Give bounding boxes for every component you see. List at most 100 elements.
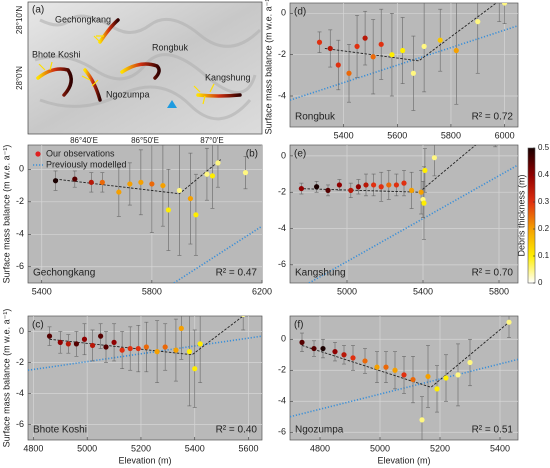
observation-point: [327, 45, 333, 52]
observation-point: [143, 344, 149, 350]
observation-point: [431, 155, 437, 161]
modelled-line: [290, 24, 518, 101]
y-tick-label: -2: [278, 49, 286, 59]
y-tick-label: -6: [16, 419, 24, 429]
colorbar-tick-label: 0.1: [538, 251, 550, 260]
x-tick-label: 5400: [185, 443, 205, 453]
x-tick-label: 5400: [490, 443, 510, 453]
observation-point: [346, 70, 352, 76]
observation-point: [355, 184, 361, 190]
observation-point: [348, 187, 354, 193]
observation-point: [72, 176, 78, 182]
x-tick-label: 4800: [310, 443, 330, 453]
observation-point: [362, 35, 368, 41]
observation-point: [311, 345, 317, 352]
observation-point: [386, 182, 392, 188]
observation-point: [127, 345, 133, 352]
observation-point: [165, 207, 171, 213]
y-tick-label: -6: [278, 259, 286, 269]
glacier-name: Bhote Koshi: [33, 425, 87, 436]
observation-point: [57, 339, 63, 345]
observation-point: [409, 187, 415, 193]
observation-point: [341, 352, 347, 358]
glacier-name: Gechongkang: [33, 268, 95, 279]
observation-point: [88, 179, 94, 185]
observation-point: [393, 182, 399, 188]
observation-point: [410, 70, 416, 76]
observation-point: [410, 376, 416, 383]
observation-point: [421, 43, 427, 50]
observation-point: [425, 373, 431, 380]
y-axis-label: Surface mass balance (m w.e. a⁻¹): [263, 0, 273, 134]
glacier-tributaries: [38, 35, 215, 105]
fit-line: [299, 145, 477, 193]
observation-point: [320, 345, 326, 352]
modelled-line: [173, 225, 262, 283]
y-tick-label: -6: [16, 261, 24, 271]
y-axis-label: Surface mass balance (m w.e. a⁻¹): [1, 145, 11, 284]
observation-point: [453, 47, 459, 54]
colorbar-tick-label: 0.3: [538, 197, 550, 206]
y-tick-label: 0: [19, 164, 24, 174]
plot-content: [28, 316, 262, 440]
panel-letter: (d): [294, 7, 306, 18]
panel-letter: (a): [32, 5, 44, 16]
observation-point: [336, 182, 342, 188]
plot-area: [27, 315, 263, 441]
x-tick-label: 5200: [131, 443, 151, 453]
observation-point: [149, 181, 155, 187]
observation-point: [81, 336, 88, 342]
observation-point: [103, 344, 109, 350]
y-axis-label: Surface mass balance (m w.e. a⁻¹): [1, 309, 11, 448]
observation-point: [241, 316, 246, 318]
legend-label: Previously modelled: [46, 159, 127, 169]
fit-line: [301, 321, 510, 388]
y-tick-label: -4: [278, 223, 286, 233]
observation-point: [419, 417, 425, 423]
y-tick-label: -2: [16, 196, 24, 206]
observation-point: [160, 182, 166, 189]
x-tick-label: 5800: [441, 130, 461, 140]
panel-letter: (f): [294, 320, 303, 331]
plot-content: [290, 3, 518, 127]
observation-point: [378, 184, 384, 190]
observation-point: [119, 347, 125, 353]
fit-line: [49, 316, 244, 356]
observation-point: [467, 359, 473, 366]
observation-point: [111, 339, 117, 345]
x-tick-label: 5000: [337, 286, 357, 296]
map-panel: (a) Gechongkang Bhote Koshi Rongbuk Ngoz…: [15, 1, 263, 145]
lon-tick-label: 86°40'E: [70, 136, 98, 145]
y-tick-label: 0: [19, 326, 24, 336]
observation-point: [437, 37, 443, 43]
observation-point: [215, 160, 221, 166]
plot-content: [28, 145, 262, 283]
x-tick-label: 5000: [77, 443, 97, 453]
x-tick-label: 6200: [252, 286, 272, 296]
observation-point: [335, 62, 341, 68]
observation-point: [173, 347, 179, 353]
lat-tick-label: 28°0'N: [15, 66, 24, 90]
observation-point: [455, 372, 461, 378]
observation-point: [242, 170, 249, 176]
x-tick-label: 4800: [23, 443, 43, 453]
y-tick-label: 0: [281, 8, 286, 18]
plot-content: [290, 316, 518, 440]
x-tick-label: 5400: [334, 130, 354, 140]
y-tick-label: -6: [278, 427, 286, 437]
y-tick-label: 0: [281, 150, 286, 160]
observation-point: [193, 212, 199, 218]
observation-point: [178, 325, 184, 331]
observation-point: [422, 167, 428, 174]
glacier-name: Ngozumpa: [295, 425, 344, 436]
colorbar-label: Debris thickness (m): [516, 174, 526, 256]
r-squared: R² = 0.47: [216, 268, 258, 279]
lon-tick-label: 86°50'E: [131, 136, 159, 145]
observation-point: [332, 349, 338, 355]
observation-point: [46, 333, 53, 339]
observation-point: [434, 386, 440, 392]
colorbar-tick-label: 0.4: [538, 170, 550, 179]
observation-point: [421, 200, 427, 206]
y-tick-label: -4: [16, 229, 24, 239]
